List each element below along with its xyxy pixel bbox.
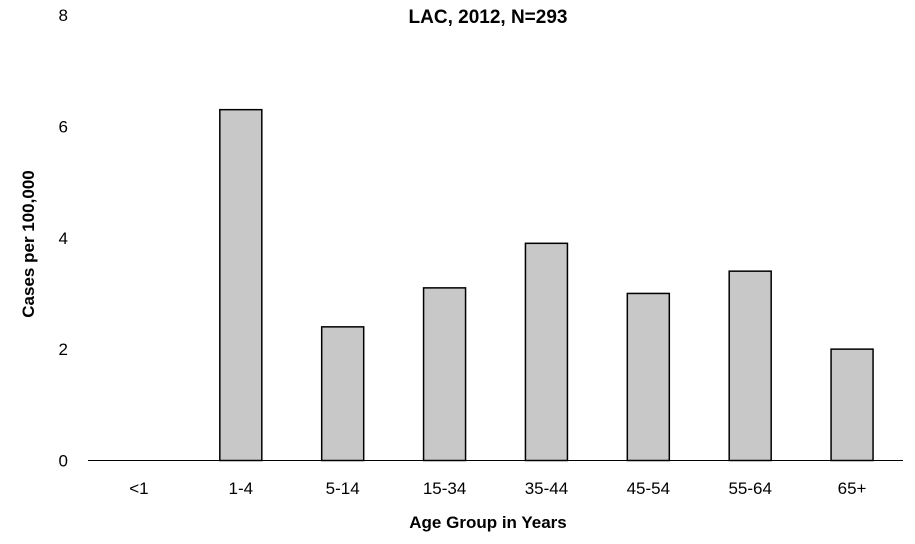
bar-1 xyxy=(219,108,263,462)
bar-2 xyxy=(320,326,365,462)
y-tick-label: 4 xyxy=(59,229,68,248)
chart-title: LAC, 2012, N=293 xyxy=(409,7,568,28)
x-tick-label: 45-54 xyxy=(627,479,670,498)
y-tick-label: 6 xyxy=(59,117,68,136)
y-tick-label: 8 xyxy=(59,6,68,25)
x-tick-label: 35-44 xyxy=(525,479,568,498)
bar-3 xyxy=(422,287,467,462)
bar-6 xyxy=(728,270,772,462)
x-tick-label: 15-34 xyxy=(423,479,466,498)
bar-5 xyxy=(626,292,671,462)
x-tick-group: <1 1-4 5-14 15-34 35-44 45-54 55-64 65+ xyxy=(129,479,866,498)
x-axis-label: Age Group in Years xyxy=(409,513,566,532)
y-tick-label: 2 xyxy=(59,340,68,359)
bar-4 xyxy=(524,242,569,462)
x-tick-label: 5-14 xyxy=(326,479,360,498)
x-tick-label: 55-64 xyxy=(728,479,771,498)
x-tick-label: <1 xyxy=(129,479,148,498)
x-tick-label: 65+ xyxy=(838,479,867,498)
bar-7 xyxy=(830,348,874,462)
bar-group xyxy=(219,108,874,462)
y-tick-group: 0 2 4 6 8 xyxy=(59,6,68,471)
y-tick-label: 0 xyxy=(59,452,68,471)
x-tick-label: 1-4 xyxy=(229,479,254,498)
y-axis-label: Cases per 100,000 xyxy=(19,170,38,317)
